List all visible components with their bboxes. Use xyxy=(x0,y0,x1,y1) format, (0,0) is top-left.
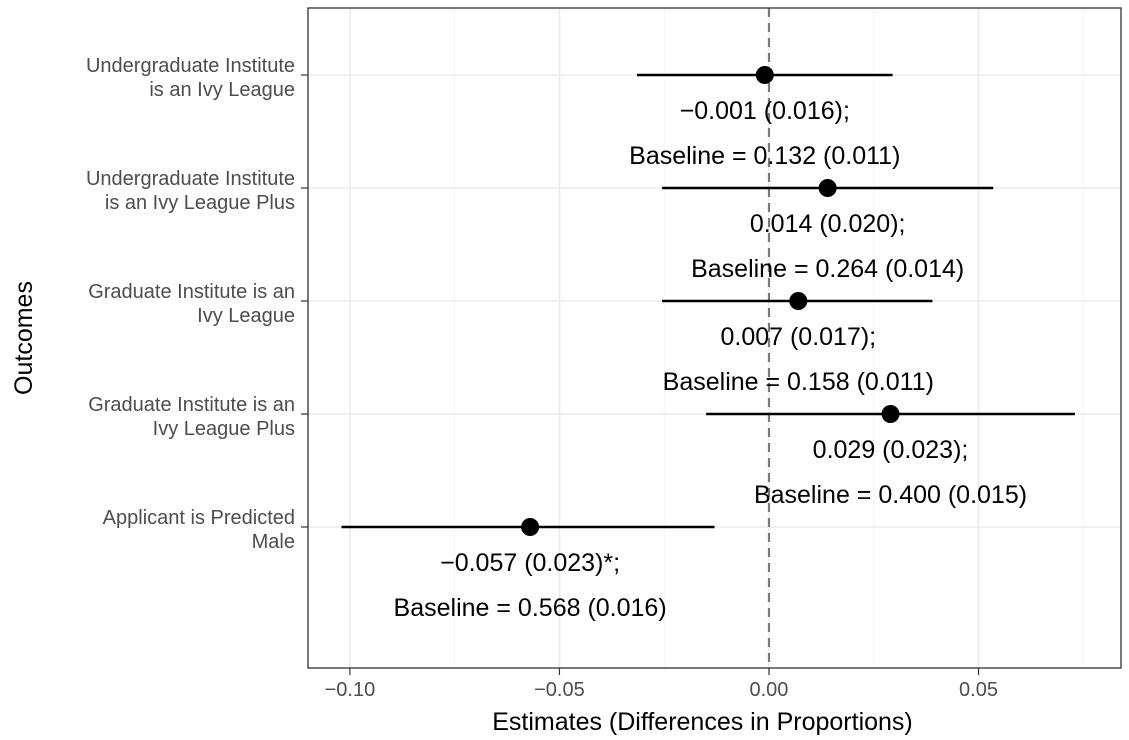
y-tick-label-line: Applicant is Predicted xyxy=(103,507,295,529)
estimate-label: −0.001 (0.016); xyxy=(680,97,850,125)
y-tick-label-line: Graduate Institute is an xyxy=(88,394,295,416)
baseline-label: Baseline = 0.568 (0.016) xyxy=(394,594,667,622)
x-tick-label: 0.00 xyxy=(750,679,789,701)
y-tick-label-line: Undergraduate Institute xyxy=(86,168,295,190)
marks-layer: −0.001 (0.016); Baseline = 0.132 (0.011) 0… xyxy=(341,66,1075,622)
y-axis-title: Outcomes xyxy=(10,281,38,395)
estimate-label: −0.057 (0.023)*; xyxy=(440,549,620,577)
y-tick-label-line: is an Ivy League xyxy=(149,79,295,101)
x-tick-label: −0.05 xyxy=(534,679,585,701)
y-tick-label-line: Male xyxy=(252,531,295,553)
baseline-label: Baseline = 0.264 (0.014) xyxy=(691,255,964,283)
y-tick-label: Graduate Institute is an Ivy League xyxy=(88,281,295,327)
x-tick-label: 0.05 xyxy=(959,679,998,701)
y-tick-label: Graduate Institute is an Ivy League Plus xyxy=(88,394,295,440)
point-estimate xyxy=(789,292,808,310)
estimate-label: 0.029 (0.023); xyxy=(813,436,969,464)
x-axis: −0.10 −0.05 0.00 0.05 xyxy=(325,668,998,701)
plot-panel-border xyxy=(307,7,1122,669)
baseline-label: Baseline = 0.132 (0.011) xyxy=(629,142,900,170)
y-tick-label-line: Undergraduate Institute xyxy=(86,55,295,77)
y-tick-label: Applicant is Predicted Male xyxy=(103,507,295,553)
estimate-label: 0.007 (0.017); xyxy=(720,323,876,351)
point-estimate xyxy=(881,405,900,423)
y-tick-label-line: Graduate Institute is an xyxy=(88,281,295,303)
baseline-label: Baseline = 0.400 (0.015) xyxy=(754,481,1027,509)
x-axis-title: Estimates (Differences in Proportions) xyxy=(492,708,913,736)
y-tick-label: Undergraduate Institute is an Ivy League xyxy=(86,55,295,101)
baseline-label: Baseline = 0.158 (0.011) xyxy=(663,368,934,396)
y-tick-label-line: Ivy League xyxy=(197,305,295,327)
point-estimate xyxy=(521,518,540,536)
point-estimate xyxy=(755,66,774,84)
y-tick-label-line: is an Ivy League Plus xyxy=(105,192,295,214)
point-estimate xyxy=(818,179,837,197)
y-axis: Undergraduate Institute is an Ivy LeagueU… xyxy=(86,55,308,553)
y-tick-label-line: Ivy League Plus xyxy=(153,418,295,440)
estimate-label: 0.014 (0.020); xyxy=(750,210,906,238)
y-tick-label: Undergraduate Institute is an Ivy League … xyxy=(86,168,295,214)
x-tick-label: −0.10 xyxy=(325,679,376,701)
